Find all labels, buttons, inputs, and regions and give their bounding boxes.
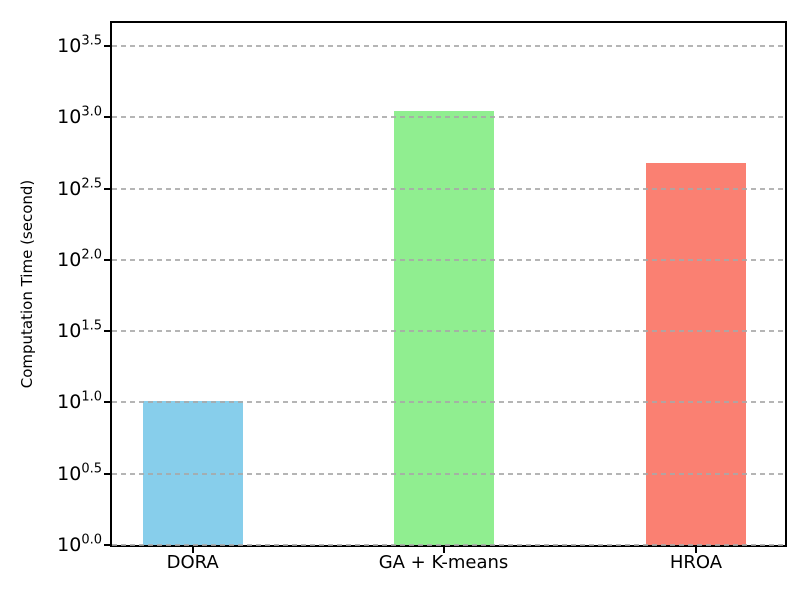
x-tick (191, 547, 194, 553)
y-tick-label: 103.5 (57, 33, 102, 57)
x-axis-tick-labels: DORA GA + K-means HROA (112, 552, 785, 582)
y-tick (104, 116, 110, 119)
x-tick-label-ga-k-means: GA + K-means (378, 552, 509, 573)
y-tick-label: 102.5 (57, 176, 102, 200)
y-tick (104, 44, 110, 47)
x-tick-label-dora: DORA (166, 552, 219, 573)
y-axis-tick-labels: 100.0 100.5 101.0 101.5 102.0 102.5 103.0 103.5 (0, 23, 102, 554)
y-tick (104, 472, 110, 475)
y-tick (104, 258, 110, 261)
y-gridline (112, 44, 785, 47)
plot-area (104, 21, 787, 553)
y-tick-label: 101.5 (57, 318, 102, 342)
x-tick (442, 547, 445, 553)
y-tick-label: 100.0 (57, 532, 102, 556)
y-tick-label: 103.0 (57, 104, 102, 129)
y-tick (104, 330, 110, 333)
y-tick-label: 101.0 (57, 389, 102, 414)
x-tick (695, 547, 697, 553)
y-tick (104, 544, 110, 546)
bar-dora (142, 401, 243, 545)
y-tick (104, 187, 110, 190)
bar-hroa (646, 162, 746, 545)
bar-ga-k-means (393, 111, 494, 545)
y-tick (104, 401, 110, 404)
y-tick-label: 100.5 (57, 461, 102, 485)
x-tick-label-hroa: HROA (669, 552, 723, 573)
y-tick-label: 102.0 (57, 247, 102, 271)
